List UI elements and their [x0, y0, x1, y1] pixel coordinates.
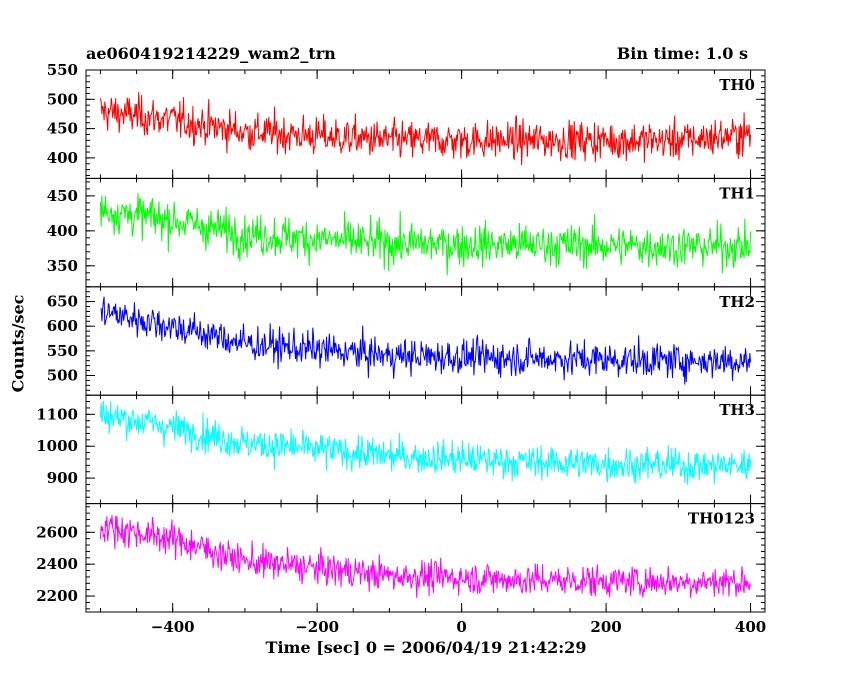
series-line-th2: [100, 296, 752, 385]
y-tick-label-th3: 900: [47, 469, 78, 487]
panel-label-th3: TH3: [719, 401, 755, 419]
y-tick-label-th0: 400: [47, 149, 78, 167]
y-tick-label-th0123: 2600: [36, 523, 78, 541]
y-tick-label-th0123: 2400: [36, 555, 78, 573]
y-tick-label-th3: 1000: [36, 437, 78, 455]
y-tick-label-th0: 550: [47, 61, 78, 79]
y-tick-label-th2: 550: [47, 342, 78, 360]
x-axis-label: Time [sec] 0 = 2006/04/19 21:42:29: [265, 638, 587, 657]
panel-label-th2: TH2: [719, 293, 755, 311]
panel-label-th0123: TH0123: [688, 510, 755, 528]
x-tick-label: 400: [735, 618, 766, 636]
y-tick-label-th3: 1100: [36, 405, 78, 423]
series-line-th1: [99, 192, 752, 276]
bin-time-label: Bin time: 1.0 s: [616, 44, 748, 63]
x-tick-label: 200: [590, 618, 621, 636]
series-line-th3: [99, 400, 752, 486]
panel-frame-th3: [85, 394, 766, 505]
panel-frame-th2: [85, 286, 766, 396]
x-tick-label: −400: [151, 618, 195, 636]
y-tick-label-th1: 400: [47, 222, 78, 240]
x-tick-label: 0: [456, 618, 466, 636]
y-tick-label-th0: 450: [47, 120, 78, 138]
x-tick-label: −200: [295, 618, 339, 636]
y-tick-label-th2: 600: [47, 317, 78, 335]
panel-frame-th0123: [85, 503, 766, 613]
y-tick-label-th0: 500: [47, 90, 78, 108]
chart-source-title: ae060419214229_wam2_trn: [86, 44, 336, 63]
y-tick-label-th1: 450: [47, 187, 78, 205]
y-tick-label-th2: 650: [47, 293, 78, 311]
panel-label-th0: TH0: [719, 76, 755, 94]
y-tick-label-th2: 500: [47, 366, 78, 384]
y-tick-label-th0123: 2200: [36, 587, 78, 605]
series-line-th0: [99, 92, 752, 166]
y-tick-label-th1: 350: [47, 257, 78, 275]
panel-label-th1: TH1: [719, 184, 755, 202]
series-line-th0123: [99, 514, 752, 599]
panel-frame-th1: [85, 177, 766, 288]
